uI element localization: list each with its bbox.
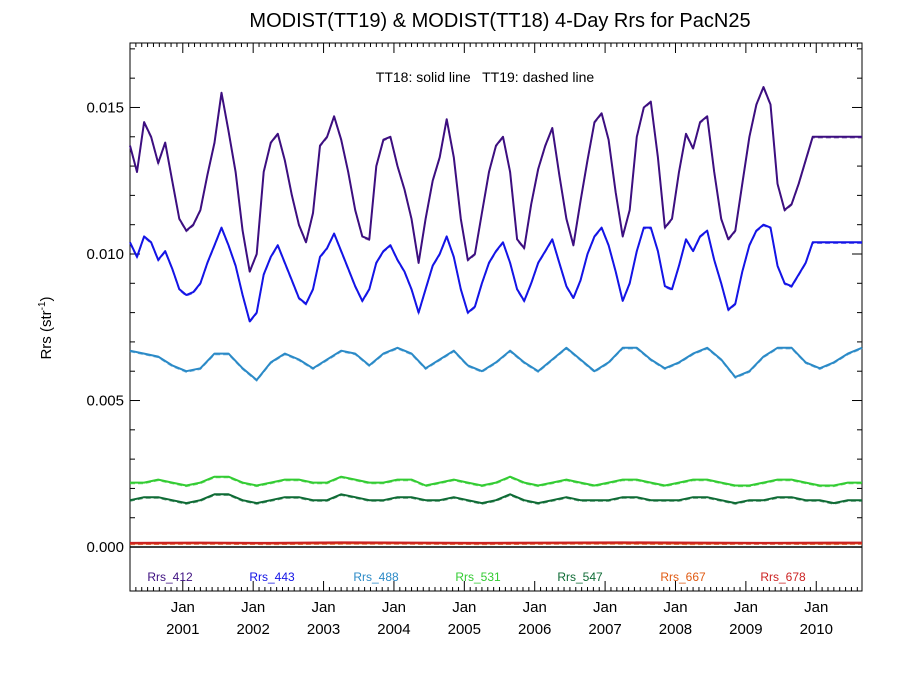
x-axis: Jan 2001 Jan 2002 Jan 2003 Jan 2004 Jan 2005 Jan 20…	[129, 43, 858, 638]
x-tick-label-year: 2004	[377, 621, 410, 638]
x-tick-label-year: 2009	[729, 621, 762, 638]
x-tick-label-year: 2001	[166, 621, 199, 638]
x-tick-label-year: 2003	[307, 621, 340, 638]
legend-item-rrs-488: Rrs_488	[353, 570, 399, 584]
y-axis-label-superscript: -1	[37, 301, 48, 310]
series-line-rrs-678	[129, 541, 862, 544]
legend-item-rrs-547: Rrs_547	[557, 570, 603, 584]
series-line-dashed-rrs-531	[130, 477, 862, 488]
y-axis-label: Rrs (str-1)	[37, 296, 55, 359]
x-tick-label-month: Jan	[663, 599, 687, 616]
y-tick-label: 0.000	[86, 539, 124, 556]
series-line-dashed-rrs-678	[129, 542, 862, 545]
chart-annotation: TT18: solid line TT19: dashed line	[376, 69, 595, 85]
legend-item-rrs-667: Rrs_667	[660, 570, 706, 584]
series-line-dashed-rrs-488	[129, 348, 863, 382]
x-tick-label-year: 2008	[659, 621, 692, 638]
series-line-rrs-547	[129, 493, 862, 505]
legend-item-rrs-531: Rrs_531	[455, 570, 501, 584]
x-tick-label-month: Jan	[523, 599, 547, 616]
plot-border	[129, 42, 863, 592]
series-line-rrs-488	[129, 346, 863, 381]
series-line-dashed-rrs-443	[129, 225, 862, 324]
plot-frame	[129, 42, 863, 592]
x-tick-label-month: Jan	[311, 599, 335, 616]
series-line-rrs-443	[129, 223, 862, 323]
series-layer	[129, 86, 863, 548]
x-tick-label-month: Jan	[593, 599, 617, 616]
y-tick-label: 0.015	[86, 99, 124, 116]
x-tick-label-month: Jan	[241, 599, 265, 616]
y-tick-label: 0.005	[86, 393, 124, 410]
y-axis: 0.000 0.005 0.010 0.015	[86, 48, 862, 556]
legend-item-rrs-443: Rrs_443	[249, 570, 295, 584]
x-tick-label-month: Jan	[804, 599, 828, 616]
legend-item-rrs-678: Rrs_678	[760, 570, 806, 584]
x-tick-label-year: 2006	[518, 621, 551, 638]
legend: Rrs_412 Rrs_443 Rrs_488 Rrs_531 Rrs_547 Rrs_6…	[147, 570, 806, 584]
y-tick-label: 0.010	[86, 246, 124, 263]
chart-title: MODIST(TT19) & MODIST(TT18) 4-Day Rrs fo…	[249, 10, 750, 32]
y-axis-label-main: Rrs (str	[38, 310, 55, 359]
x-tick-label-year: 2005	[448, 621, 481, 638]
series-line-dashed-rrs-412	[129, 86, 862, 275]
x-tick-label-month: Jan	[452, 599, 476, 616]
x-tick-label-year: 2010	[800, 621, 833, 638]
x-tick-label-month: Jan	[382, 599, 406, 616]
y-axis-label-close: )	[38, 296, 55, 301]
series-line-rrs-531	[130, 475, 862, 487]
x-tick-label-month: Jan	[171, 599, 195, 616]
x-tick-label-month: Jan	[734, 599, 758, 616]
series-line-rrs-412	[129, 86, 862, 273]
legend-item-rrs-412: Rrs_412	[147, 570, 193, 584]
x-tick-label-year: 2002	[236, 621, 269, 638]
x-tick-label-year: 2007	[588, 621, 621, 638]
